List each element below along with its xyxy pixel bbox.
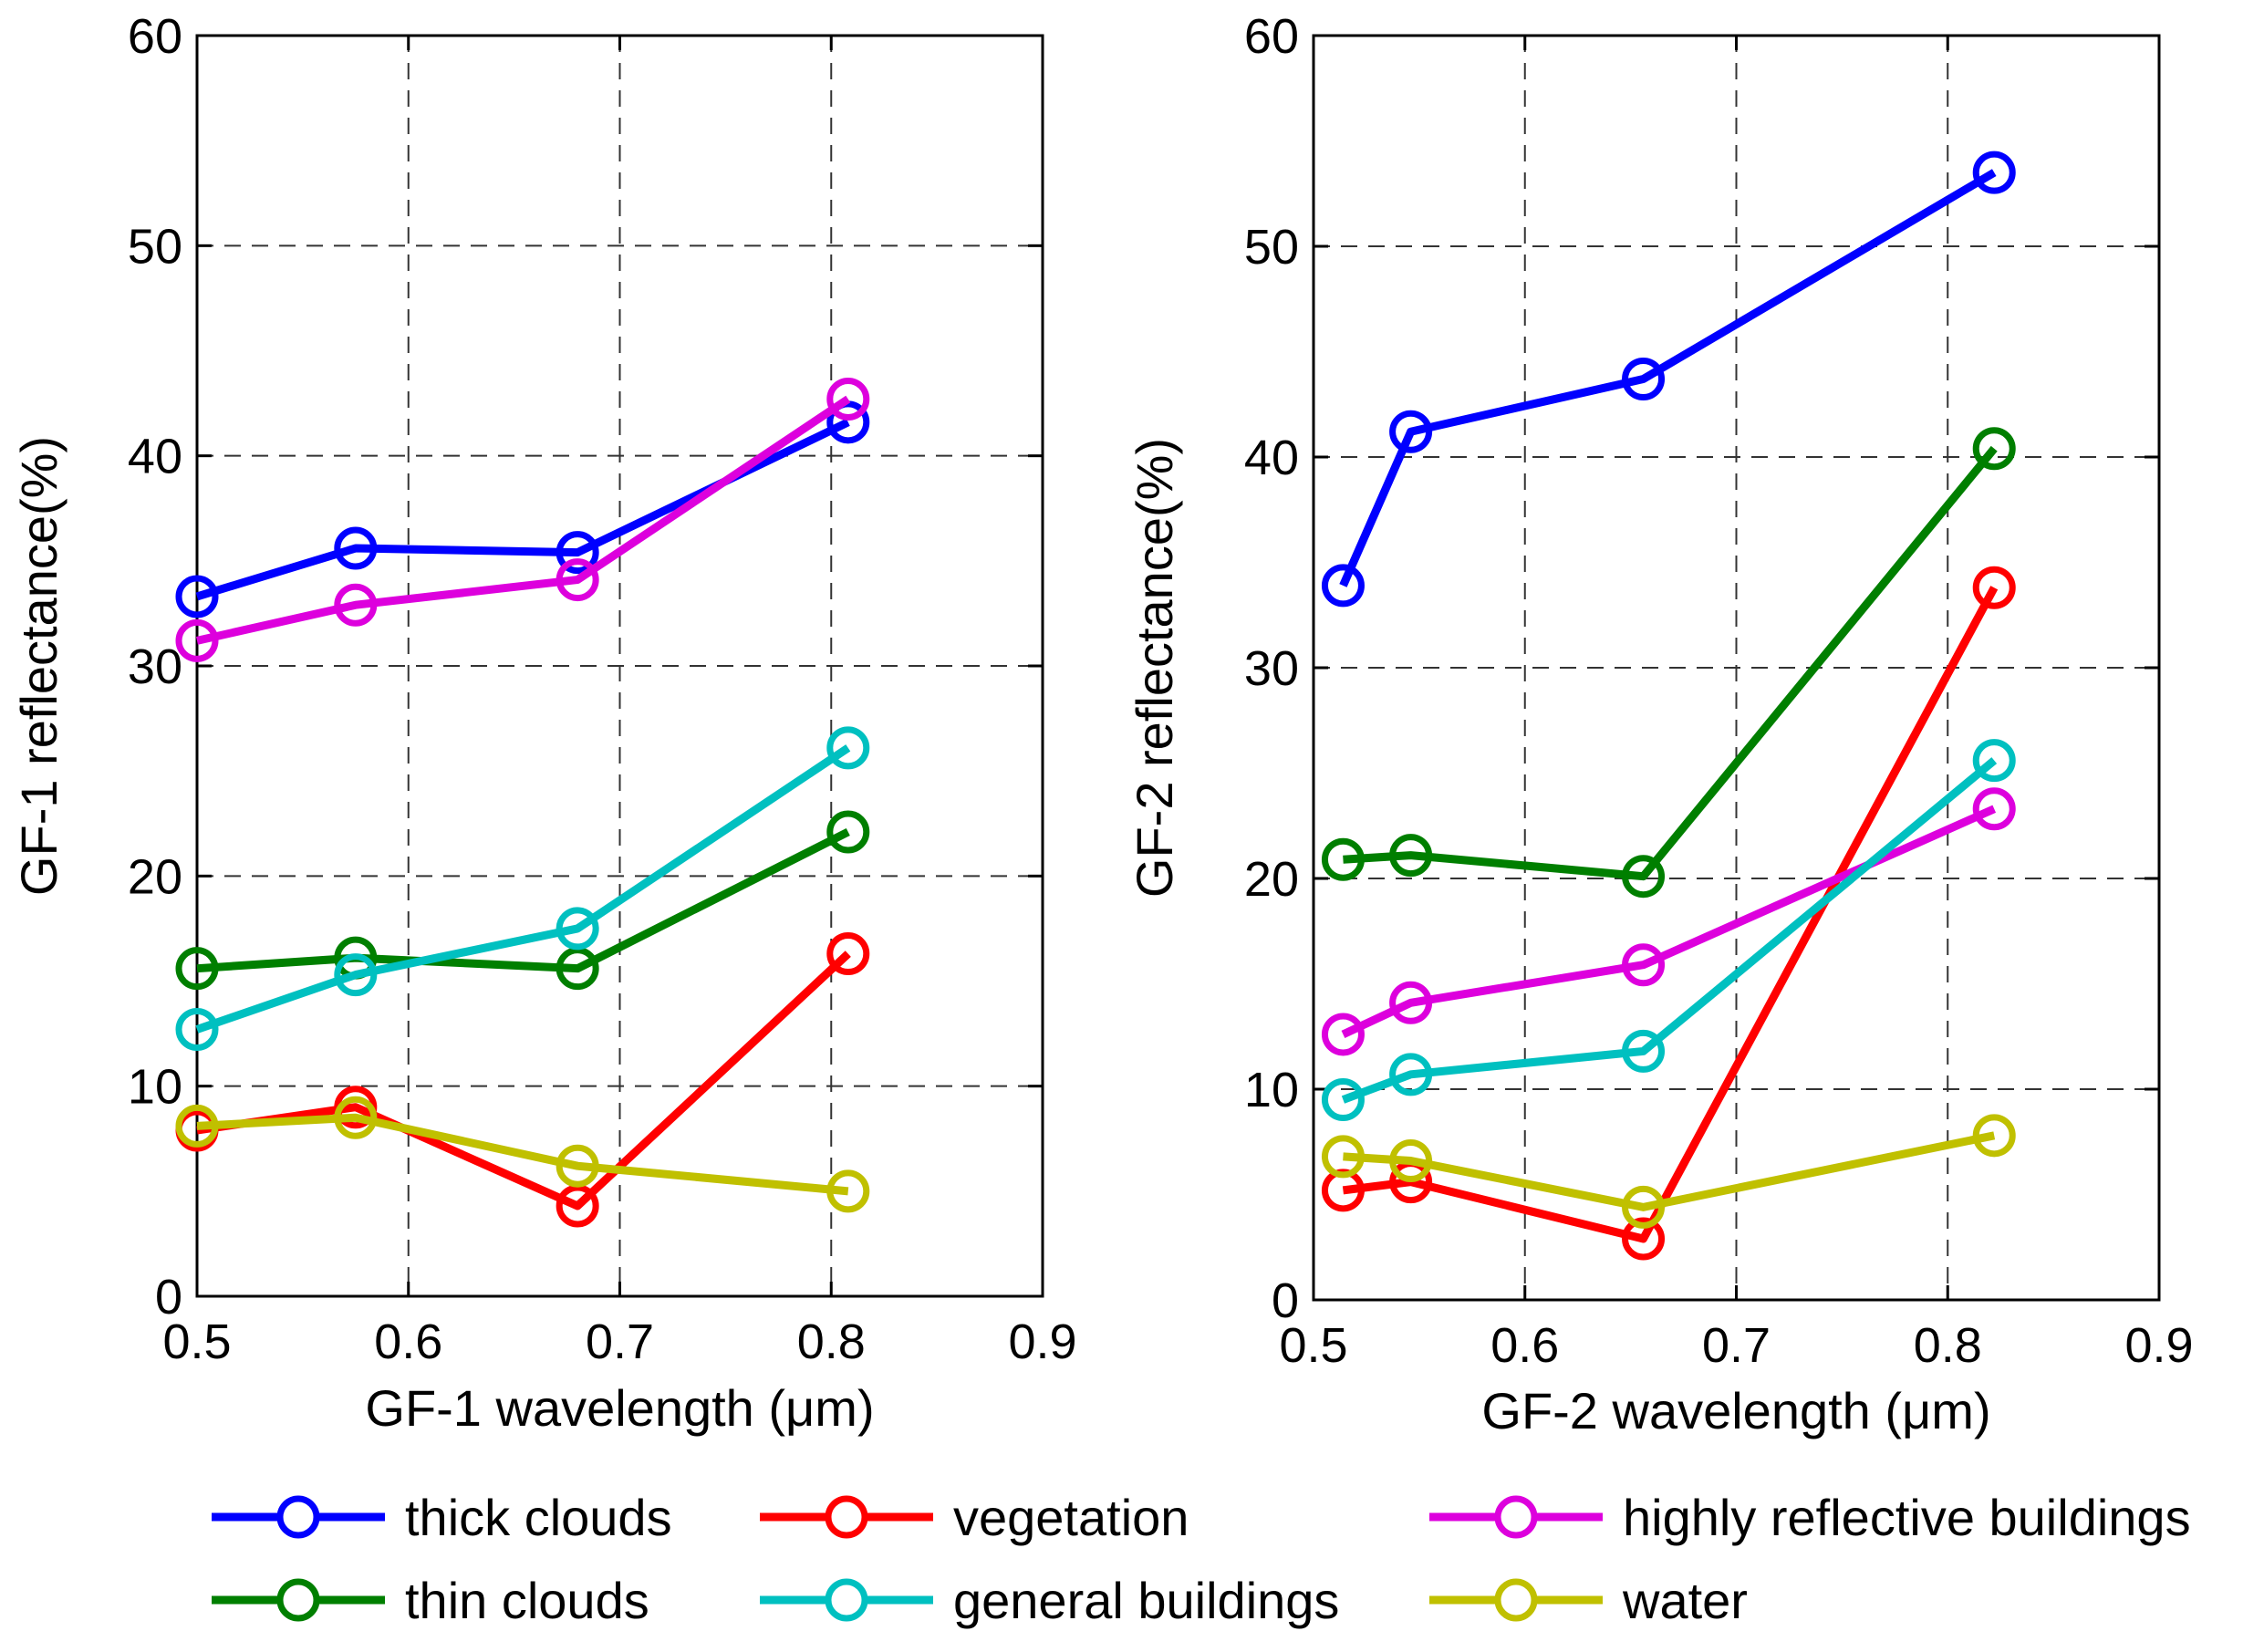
gf1-ytick-label: 50 [128, 219, 182, 274]
gf2-point-highly-reflective-buildings [1622, 943, 1666, 987]
legend-marker-vegetation [825, 1495, 868, 1539]
gf1-point-general-buildings [175, 1007, 219, 1051]
gf1-xtick-label: 0.8 [797, 1314, 866, 1369]
gf1-point-general-buildings [556, 907, 599, 951]
gf1-point-vegetation [556, 1184, 599, 1228]
gf2-point-thick-clouds [1622, 358, 1666, 401]
gf1-series-line-thin-clouds [196, 827, 850, 973]
gf1-chart: 0.5 0.6 0.7 0.8 0.9 0 10 20 30 40 50 60 GF-1 wavelen… [10, 9, 1077, 1437]
gf1-point-thin-clouds [556, 947, 599, 991]
gf2-x-axis-label: GF-2 wavelength (μm) [1481, 1382, 1990, 1439]
gf1-point-thick-clouds [556, 531, 599, 575]
gf1-point-general-buildings [826, 726, 870, 770]
legend-label-highly-reflective-buildings: highly reflective buildings [1623, 1489, 2191, 1546]
gf2-point-thick-clouds [1389, 410, 1433, 453]
gf1-ytick-label: 30 [128, 639, 182, 694]
legend-marker-thick-clouds [276, 1495, 320, 1539]
gf2-ytick-label: 50 [1244, 220, 1299, 275]
legend-label-general-buildings: general buildings [953, 1572, 1339, 1629]
gf2-point-water [1389, 1139, 1433, 1183]
gf1-xtick-label: 0.5 [162, 1314, 231, 1369]
gf1-ytick-label: 60 [128, 9, 182, 64]
gf2-point-highly-reflective-buildings [1972, 787, 2016, 831]
gf2-point-highly-reflective-buildings [1321, 1013, 1365, 1056]
gf1-point-water [334, 1096, 378, 1139]
legend-label-water: water [1622, 1572, 1748, 1629]
legend-marker-general-buildings [825, 1578, 868, 1622]
gf1-series-line-water [196, 1113, 849, 1196]
gf1-point-water [175, 1104, 219, 1148]
gf1-ytick-label: 20 [128, 849, 182, 904]
gf1-xtick-label: 0.7 [586, 1314, 654, 1369]
gf1-x-axis-label: GF-1 wavelength (μm) [365, 1379, 874, 1437]
gf2-point-vegetation [1622, 1217, 1666, 1261]
gf2-series-line-highly-reflective-buildings [1341, 805, 1997, 1039]
gf1-point-water [826, 1169, 870, 1213]
gf1-series-line-highly-reflective-buildings [196, 395, 851, 645]
gf1-point-water [556, 1144, 599, 1188]
legend: thick clouds vegetation highly reflective … [212, 1489, 2191, 1629]
gf1-point-highly-reflective-buildings [334, 583, 378, 627]
legend-marker-thin-clouds [276, 1578, 320, 1622]
gf1-point-thick-clouds [334, 526, 378, 570]
gf2-ytick-label: 10 [1244, 1063, 1299, 1117]
gf1-point-highly-reflective-buildings [175, 618, 219, 662]
gf2-xtick-label: 0.9 [2124, 1318, 2193, 1373]
gf2-point-thin-clouds [1622, 855, 1666, 899]
gf2-xtick-label: 0.7 [1702, 1318, 1771, 1373]
gf1-point-highly-reflective-buildings [826, 377, 870, 421]
gf2-xtick-label: 0.8 [1914, 1318, 1982, 1373]
gf1-ytick-label: 40 [128, 430, 182, 484]
gf2-ytick-label: 0 [1272, 1273, 1299, 1328]
gf2-chart: 0.5 0.6 0.7 0.8 0.9 0 10 20 30 40 50 60 GF-2 wavelen… [1126, 9, 2194, 1439]
gf2-point-water [1622, 1185, 1666, 1229]
gf2-ytick-label: 40 [1244, 431, 1299, 485]
legend-label-thin-clouds: thin clouds [405, 1572, 649, 1629]
gf2-point-thin-clouds [1321, 837, 1365, 881]
gf2-xtick-label: 0.6 [1490, 1318, 1559, 1373]
gf2-series-line-general-buildings [1341, 757, 1998, 1104]
gf2-series-line-thick-clouds [1339, 169, 1997, 587]
gf2-point-general-buildings [1972, 739, 2016, 783]
gf1-point-thick-clouds [175, 575, 219, 618]
gf2-point-thin-clouds [1389, 834, 1433, 878]
gf1-point-vegetation [826, 932, 870, 976]
gf2-ytick-label: 60 [1244, 9, 1299, 64]
gf2-point-general-buildings [1622, 1029, 1666, 1073]
gf1-point-highly-reflective-buildings [556, 558, 599, 602]
gf1-xtick-label: 0.9 [1008, 1314, 1076, 1369]
gf2-y-axis-label: GF-2 reflectance(%) [1126, 438, 1183, 898]
gf2-xtick-label: 0.5 [1279, 1318, 1347, 1373]
gf1-point-general-buildings [334, 953, 378, 997]
gf2-point-thick-clouds [1972, 151, 2016, 194]
gf2-point-thick-clouds [1321, 564, 1365, 608]
legend-marker-highly-reflective-buildings [1494, 1495, 1538, 1539]
gf2-point-highly-reflective-buildings [1389, 981, 1433, 1024]
gf2-point-general-buildings [1321, 1078, 1365, 1122]
legend-label-thick-clouds: thick clouds [405, 1489, 672, 1546]
gf2-series-line-vegetation [1342, 586, 1999, 1243]
gf1-ytick-label: 10 [128, 1060, 182, 1115]
gf1-point-thin-clouds [175, 947, 219, 991]
gf2-point-general-buildings [1389, 1053, 1433, 1096]
legend-label-vegetation: vegetation [953, 1489, 1189, 1546]
gf1-series-line-general-buildings [195, 744, 851, 1034]
gf1-xtick-label: 0.6 [374, 1314, 442, 1369]
gf2-point-thin-clouds [1972, 427, 2016, 471]
gf1-y-axis-label: GF-1 reflectance(%) [10, 436, 68, 896]
gf2-ytick-label: 30 [1244, 641, 1299, 696]
legend-marker-water [1494, 1578, 1538, 1622]
gf1-point-thin-clouds [826, 810, 870, 854]
gf2-series-line-thin-clouds [1343, 445, 1998, 881]
gf1-ytick-label: 0 [155, 1270, 182, 1325]
gf2-point-vegetation [1972, 566, 2016, 609]
gf1-series-line-thick-clouds [195, 418, 850, 601]
gf2-ytick-label: 20 [1244, 852, 1299, 907]
gf2-point-water [1321, 1135, 1365, 1179]
gf2-point-water [1972, 1114, 2016, 1158]
gf2-series-line-water [1343, 1131, 1996, 1211]
